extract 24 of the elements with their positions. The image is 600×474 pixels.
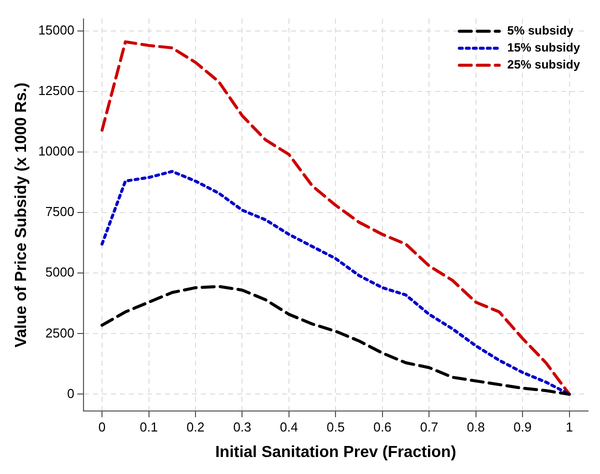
y-tick-label: 2500	[45, 325, 74, 340]
x-axis-title: Initial Sanitation Prev (Fraction)	[215, 444, 456, 461]
x-tick-label: 0.4	[280, 420, 298, 435]
y-tick-label: 0	[67, 386, 74, 401]
x-tick-label: 0.1	[140, 420, 158, 435]
y-tick-label: 5000	[45, 264, 74, 280]
x-tick-label: 0.8	[466, 420, 485, 435]
y-tick-label: 10000	[38, 144, 74, 159]
y-tick-label: 7500	[45, 204, 74, 220]
line-series	[100, 284, 571, 396]
legend-label: 15% subsidy	[507, 40, 580, 55]
legend-label: 5% subsidy	[507, 24, 574, 38]
x-tick-label: 0.6	[373, 420, 392, 435]
legend-label: 25% subsidy	[507, 58, 580, 72]
x-tick-label: 0.3	[233, 420, 252, 435]
x-tick-label: 1	[566, 420, 573, 435]
y-tick-label: 15000	[38, 22, 74, 38]
x-tick-label: 0	[98, 420, 106, 435]
x-tick-label: 0.2	[186, 420, 205, 435]
x-tick-label: 0.5	[326, 420, 345, 435]
y-axis-title: Value of Price Subsidy (x 1000 Rs.)	[13, 82, 30, 348]
x-tick-label: 0.9	[514, 420, 532, 435]
y-tick-label: 12500	[38, 83, 74, 98]
x-tick-label: 0.7	[420, 420, 438, 435]
